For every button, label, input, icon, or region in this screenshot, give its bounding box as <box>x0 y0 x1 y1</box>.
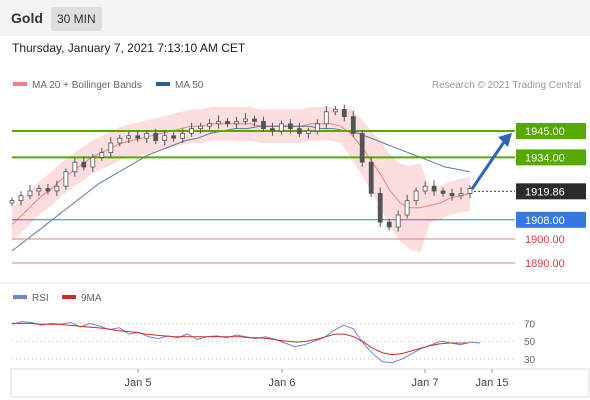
candle-body <box>99 152 105 158</box>
forecast-arrow-shaft <box>470 138 508 190</box>
candle-body <box>27 190 33 197</box>
candle-body <box>314 123 320 132</box>
last-price-tag <box>516 183 586 200</box>
candle-body <box>45 188 51 192</box>
candle-body <box>189 128 195 134</box>
candle-body <box>269 128 275 132</box>
candle-body <box>458 192 464 197</box>
level-tag-1945.00 <box>516 123 586 139</box>
level-tag-1908.00 <box>516 211 586 228</box>
candle-body <box>350 116 356 134</box>
date-axis-frame <box>10 368 590 398</box>
candle-body <box>72 161 78 173</box>
candle-body <box>90 156 96 168</box>
candle-body <box>234 121 239 125</box>
candle-body <box>305 130 311 134</box>
candle-body <box>359 132 365 163</box>
forecast-arrow-head <box>498 133 512 147</box>
level-label-1890.00: 1890.00 <box>525 258 565 270</box>
date-tick-jan-6: Jan 6 <box>269 377 296 389</box>
candle-body <box>341 109 347 118</box>
level-tag-1934.00 <box>516 149 586 166</box>
level-label-1908.00: 1908.00 <box>525 215 565 227</box>
candle-body <box>440 190 446 194</box>
date-tick-jan-5: Jan 5 <box>125 377 152 389</box>
ma50-swatch <box>156 82 170 87</box>
candle-body <box>449 192 455 197</box>
timeframe-button[interactable]: 30 MIN <box>51 7 102 31</box>
ma50-line <box>11 125 471 252</box>
legend-ma20: MA 20 + Bollinger Bands <box>13 80 142 91</box>
rsi-swatch <box>13 295 27 300</box>
candle-body <box>9 200 15 204</box>
instrument-title: Gold <box>11 10 43 26</box>
candle-body <box>243 118 248 122</box>
level-label-1900.00: 1900.00 <box>525 234 565 246</box>
candle-body <box>216 121 221 125</box>
candle-body <box>171 135 177 139</box>
level-label-1945.00: 1945.00 <box>525 126 565 138</box>
legend-ma50: MA 50 <box>156 80 203 91</box>
candle-body <box>63 171 69 187</box>
candle-body <box>332 109 338 113</box>
rsi-series-9ma <box>12 322 468 356</box>
rsi-series-rsi <box>11 321 481 364</box>
chart-datetime: Thursday, January 7, 2021 7:13:10 AM CET <box>12 41 246 55</box>
legend-rsi: RSI <box>13 293 49 304</box>
candle-body <box>108 142 114 154</box>
candle-body <box>431 185 437 192</box>
ma20-line <box>11 123 471 225</box>
candle-body <box>395 214 401 228</box>
ma50-label: MA 50 <box>175 80 204 91</box>
candle-body <box>323 111 329 125</box>
candle-body <box>207 123 213 127</box>
candle-body <box>180 132 186 139</box>
ma9-label: 9MA <box>81 293 102 304</box>
candle-body <box>18 195 24 202</box>
candle-body <box>153 132 159 141</box>
candle-body <box>413 190 419 202</box>
rsi-tick-70: 70 <box>524 319 536 330</box>
date-tick-jan-7: Jan 7 <box>412 377 439 389</box>
level-label-1934.00: 1934.00 <box>525 152 565 164</box>
candle-body <box>368 161 374 194</box>
candle-body <box>278 123 284 132</box>
candle-body <box>377 192 383 223</box>
candle-body <box>36 188 42 192</box>
candle-body <box>54 185 60 192</box>
legend-9ma: 9MA <box>62 293 102 304</box>
candle-body <box>287 123 293 130</box>
candle-body <box>198 125 204 129</box>
rsi-tick-30: 30 <box>524 355 536 366</box>
last-price-label: 1919.86 <box>525 186 565 198</box>
candle-body <box>252 118 257 122</box>
candle-body <box>135 135 141 139</box>
candle-body <box>404 200 410 216</box>
ma9-swatch <box>62 295 76 300</box>
candle-body <box>162 135 168 142</box>
candle-body <box>81 161 87 168</box>
candle-body <box>422 185 428 192</box>
candle-body <box>261 121 266 130</box>
bollinger-band-area <box>12 107 470 253</box>
candle-body <box>126 135 132 139</box>
candle-body <box>296 128 302 134</box>
candle-body <box>386 221 392 228</box>
header-bar: Gold 30 MIN <box>0 0 590 36</box>
ma20-swatch <box>13 82 27 87</box>
candle-body <box>117 137 123 144</box>
rsi-label: RSI <box>32 293 49 304</box>
research-credit: Research © 2021 Trading Central <box>431 80 581 91</box>
candle-body <box>144 132 150 139</box>
candle-body <box>467 188 473 194</box>
rsi-tick-50: 50 <box>524 337 536 348</box>
ma20-label: MA 20 + Bollinger Bands <box>32 80 142 91</box>
candle-body <box>225 121 230 125</box>
date-tick-jan-15: Jan 15 <box>475 377 508 389</box>
